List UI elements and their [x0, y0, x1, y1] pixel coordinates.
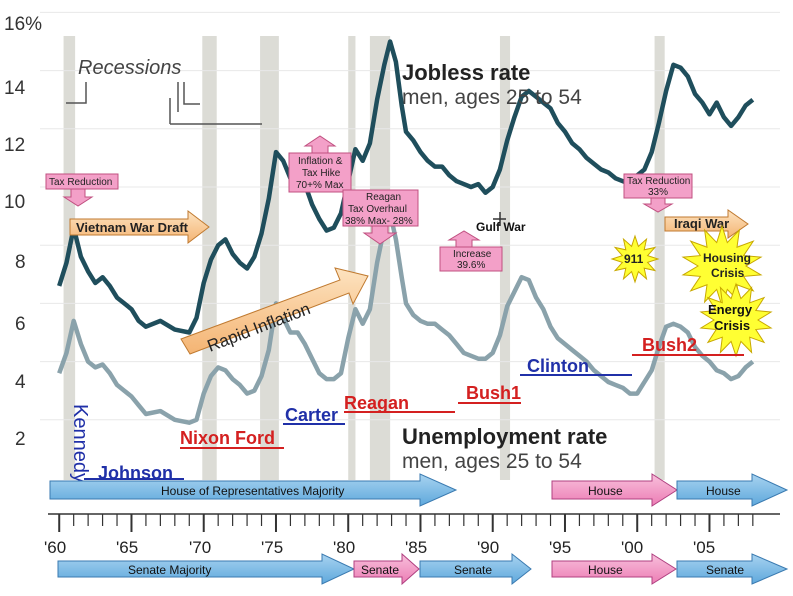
reagan-tax-line: Reagan	[366, 192, 401, 203]
iraqi-war-arrow: Iraqi War	[664, 209, 749, 239]
senate-majority-arrow	[57, 553, 356, 585]
reagan-tax-callout: Reagan Tax Overhaul 38% Max- 28%	[342, 189, 419, 245]
senate-label: Senate	[454, 563, 492, 577]
tax-reduction-2-callout: Tax Reduction 33%	[623, 173, 693, 213]
vietnam-war-arrow: Vietnam War Draft	[69, 209, 210, 245]
energy-crisis-line: Crisis	[714, 318, 750, 333]
reagan-tax-line: Tax Overhaul	[348, 204, 407, 215]
nine11-burst: 911	[610, 234, 660, 284]
nine11-label: 911	[624, 252, 644, 266]
inflation-tax-line: 70+% Max	[296, 180, 344, 191]
housing-crisis-burst: Housing Crisis	[681, 224, 763, 308]
y-tick-label: 10	[4, 192, 25, 213]
senate-arrow	[676, 553, 789, 585]
president-reagan: Reagan	[344, 393, 409, 413]
recessions-bracket	[66, 82, 87, 104]
tax-reduction-1-label: Tax Reduction	[49, 177, 112, 188]
house-label: House	[706, 484, 741, 498]
senate-arrow	[353, 552, 420, 586]
energy-crisis-burst: Energy Crisis	[699, 282, 773, 358]
y-tick-label: 14	[4, 78, 26, 99]
up-arrow-icon	[303, 135, 337, 154]
inflation-tax-line: Inflation &	[298, 156, 343, 167]
house-arrow	[676, 473, 789, 507]
x-tick-label: '00	[621, 538, 643, 557]
increase-line: Increase	[453, 249, 492, 260]
x-tick-label: '60	[44, 538, 66, 557]
recessions-bracket	[169, 82, 262, 125]
y-tick-label: 4	[15, 372, 26, 393]
increase-line: 39.6%	[457, 260, 485, 271]
president-clinton: Clinton	[527, 356, 589, 376]
y-tick-label: 8	[15, 252, 26, 273]
house-arrow	[551, 473, 678, 507]
y-axis-unit-label: 16%	[4, 14, 42, 35]
senate-label: Senate	[706, 563, 744, 577]
x-tick-label: '75	[261, 538, 283, 557]
senate-arrow	[419, 552, 532, 586]
gulf-war-label: Gulf War	[476, 220, 526, 234]
y-tick-label: 2	[15, 429, 26, 450]
senate-label: Senate	[361, 563, 399, 577]
president-bush2: Bush2	[642, 335, 697, 355]
senate-row: Senate Majority Senate Senate House Sena…	[57, 552, 789, 586]
increase-callout: Increase 39.6%	[439, 230, 503, 272]
energy-crisis-line: Energy	[708, 302, 753, 317]
jobless-rate-subtitle: men, ages 25 to 54	[402, 86, 582, 109]
x-tick-label: '95	[549, 538, 571, 557]
house-label: House	[588, 484, 623, 498]
iraqi-war-label: Iraqi War	[674, 216, 729, 231]
x-tick-label: '90	[477, 538, 499, 557]
recessions-label: Recessions	[78, 57, 181, 79]
x-tick-label: '05	[693, 538, 715, 557]
recession-band	[654, 36, 665, 480]
inflation-tax-callout: Inflation & Tax Hike 70+% Max	[288, 135, 352, 193]
housing-crisis-line: Crisis	[711, 266, 745, 280]
recession-band	[348, 36, 356, 480]
gulf-war-tick	[493, 212, 506, 226]
house-majority-arrow	[49, 473, 458, 507]
jobless-rate-title: Jobless rate	[402, 60, 530, 85]
vietnam-war-label: Vietnam War Draft	[76, 220, 189, 235]
senate-house-label: House	[588, 563, 623, 577]
jobless-rate-line	[57, 39, 755, 335]
tax-reduction-2-line: Tax Reduction	[627, 176, 690, 187]
x-tick-label: '70	[189, 538, 211, 557]
down-arrow-icon	[642, 197, 674, 213]
house-row: House of Representatives Majority House …	[49, 473, 789, 507]
gulf-war-marker: Gulf War	[476, 212, 526, 234]
x-tick-label: '80	[333, 538, 355, 557]
recession-band	[260, 36, 279, 480]
y-tick-label: 12	[4, 135, 25, 156]
tax-reduction-1-callout: Tax Reduction	[45, 173, 119, 207]
reagan-tax-line: 38% Max- 28%	[345, 216, 413, 227]
president-bush1: Bush1	[466, 383, 521, 403]
up-arrow-icon	[447, 230, 481, 248]
inflation-tax-line: Tax Hike	[302, 168, 341, 179]
tax-reduction-2-line: 33%	[648, 187, 668, 198]
housing-crisis-line: Housing	[703, 251, 751, 265]
down-arrow-icon	[62, 188, 94, 207]
unemployment-rate-title: Unemployment rate	[402, 424, 607, 449]
unemployment-rate-subtitle: men, ages 25 to 54	[402, 450, 582, 473]
presidents: Kennedy Johnson Nixon Ford Carter Reagan…	[69, 335, 744, 483]
x-tick-labels: '60 '65 '70 '75 '80 '85 '90 '95 '00 '05	[44, 538, 715, 557]
senate-house-arrow	[551, 553, 677, 585]
house-majority-label: House of Representatives Majority	[161, 484, 344, 498]
down-arrow-icon	[362, 225, 398, 245]
recession-band	[499, 36, 511, 480]
x-axis	[48, 513, 780, 532]
y-tick-label: 6	[15, 314, 26, 335]
x-tick-label: '85	[405, 538, 427, 557]
president-nixon-ford: Nixon Ford	[180, 428, 275, 448]
x-tick-label: '65	[116, 538, 138, 557]
president-carter: Carter	[285, 405, 338, 425]
senate-majority-label: Senate Majority	[128, 563, 211, 577]
president-kennedy: Kennedy	[69, 404, 91, 483]
y-axis: 14 12 10 8 6 4 2	[4, 78, 26, 450]
unemployment-rate-line	[57, 210, 755, 425]
